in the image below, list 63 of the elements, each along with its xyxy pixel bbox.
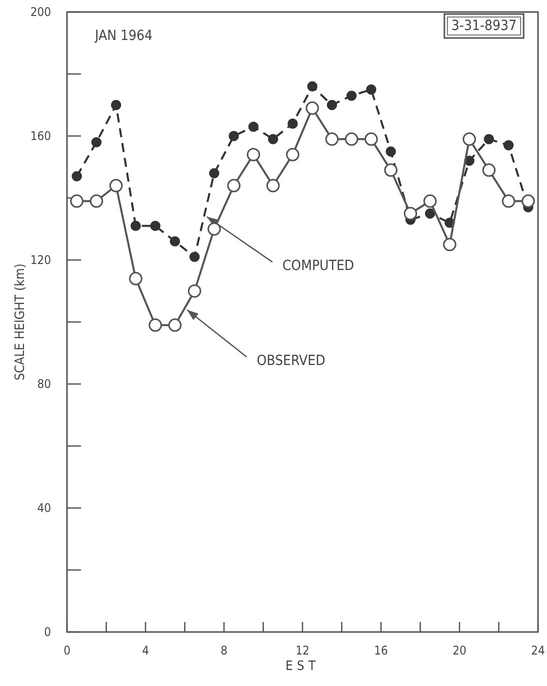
point: [462, 132, 476, 146]
point: [366, 84, 376, 95]
point: [503, 140, 514, 150]
x-tick-label: 24: [531, 644, 545, 658]
point: [228, 130, 239, 142]
x-tick-label: 4: [142, 644, 150, 658]
point: [188, 284, 202, 298]
annotation: 3-31-8937: [451, 18, 517, 34]
point: [502, 194, 516, 208]
point: [90, 194, 104, 208]
point: [109, 178, 123, 192]
point: [266, 178, 280, 192]
point: [209, 168, 220, 178]
y-tick-label: 160: [30, 128, 52, 143]
point: [168, 318, 182, 332]
point: [227, 178, 240, 192]
point: [130, 220, 141, 232]
point: [268, 134, 278, 144]
point: [423, 194, 437, 208]
point: [443, 238, 456, 252]
text: OBSERVED: [256, 353, 326, 370]
x-tick-label: 20: [452, 644, 466, 658]
point: [346, 90, 357, 101]
point: [189, 252, 200, 262]
point: [246, 148, 260, 162]
point: [110, 100, 122, 110]
point: [344, 132, 358, 146]
x-tick-label: 8: [220, 644, 228, 658]
x-tick-label: 0: [64, 644, 71, 658]
point: [306, 101, 319, 115]
point: [404, 206, 418, 220]
x-tick-label: 16: [374, 644, 388, 658]
point: [150, 220, 160, 232]
point: [170, 236, 180, 247]
point: [364, 132, 378, 146]
point: [386, 146, 396, 157]
y-tick-label: 40: [37, 500, 52, 515]
text: JAN 1964: [94, 28, 153, 44]
point: [522, 194, 535, 208]
y-tick-label: 80: [37, 376, 52, 391]
point: [484, 134, 494, 144]
x-axis-title: EST: [286, 659, 320, 674]
point: [482, 163, 496, 177]
y-axis-title: SCALE HEIGHT (km): [13, 264, 28, 380]
point: [325, 132, 339, 146]
point: [384, 163, 398, 177]
point: [286, 148, 300, 162]
point: [148, 318, 162, 332]
y-tick-label: 120: [30, 252, 52, 267]
point: [248, 122, 259, 132]
y-tick-label: 200: [30, 4, 52, 19]
point: [288, 118, 298, 129]
point: [326, 100, 338, 110]
point: [70, 194, 84, 208]
text: COMPUTED: [282, 258, 354, 274]
point: [91, 137, 102, 148]
point: [307, 81, 318, 92]
y-tick-label: 0: [44, 624, 52, 639]
point: [424, 208, 436, 219]
point: [129, 272, 142, 286]
point: [208, 222, 221, 236]
point: [72, 171, 82, 182]
x-tick-label: 12: [296, 644, 310, 658]
